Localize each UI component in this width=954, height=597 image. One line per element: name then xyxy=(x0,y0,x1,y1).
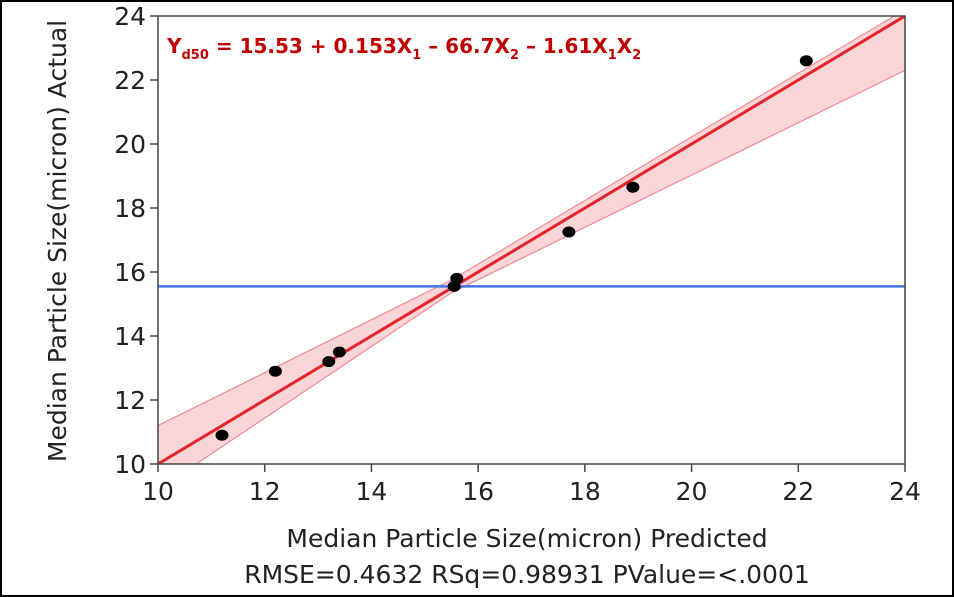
x-tick-label: 14 xyxy=(356,477,388,506)
y-tick-label: 16 xyxy=(114,258,146,287)
x-axis-title: Median Particle Size(micron) Predicted xyxy=(286,524,767,553)
data-point xyxy=(450,272,464,284)
equation-subscript: d50 xyxy=(181,48,208,63)
data-point xyxy=(799,55,813,67)
plot-area-border xyxy=(157,15,906,465)
confidence-band-upper xyxy=(158,16,896,427)
y-tick-label: 10 xyxy=(114,450,146,479)
line-layer xyxy=(158,16,905,464)
data-point xyxy=(562,226,576,238)
x-tick-label: 18 xyxy=(569,477,601,506)
equation-subscript: 2 xyxy=(510,48,519,63)
equation-term: X xyxy=(617,34,633,58)
equation-term: – 1.61X xyxy=(519,34,608,58)
fit-line xyxy=(158,16,905,464)
x-tick-label: 22 xyxy=(782,477,814,506)
y-tick-label: 22 xyxy=(114,66,146,95)
regression-equation: Yd50​ = 15.53 + 0.153X1​ – 66.7X2​ – 1.6… xyxy=(166,34,641,63)
data-point xyxy=(332,346,346,358)
confidence-band-lower xyxy=(195,69,905,464)
equation-subscript: 1 xyxy=(412,48,421,63)
equation-term: = 15.53 + 0.153X xyxy=(209,34,413,58)
equation-subscript: 1 xyxy=(608,48,617,63)
y-axis-title: Median Particle Size(micron) Actual xyxy=(43,20,72,462)
x-tick-label: 24 xyxy=(889,477,921,506)
fit-statistics: RMSE=0.4632 RSq=0.98931 PValue=<.0001 xyxy=(244,560,810,589)
y-tick-label: 12 xyxy=(114,386,146,415)
data-point xyxy=(215,429,229,441)
data-point xyxy=(322,356,336,368)
data-point xyxy=(268,365,282,377)
equation-term: Y xyxy=(166,34,182,58)
data-point xyxy=(626,181,640,193)
equation-subscript: 2 xyxy=(632,48,641,63)
x-tick-label: 20 xyxy=(676,477,708,506)
points-layer xyxy=(215,55,813,441)
y-tick-label: 14 xyxy=(114,322,146,351)
y-tick-label: 18 xyxy=(114,194,146,223)
equation-term: – 66.7X xyxy=(421,34,510,58)
x-tick-label: 16 xyxy=(462,477,494,506)
y-tick-label: 20 xyxy=(114,130,146,159)
x-tick-label: 12 xyxy=(249,477,281,506)
x-tick-label: 10 xyxy=(142,477,174,506)
y-tick-label: 24 xyxy=(114,2,146,31)
